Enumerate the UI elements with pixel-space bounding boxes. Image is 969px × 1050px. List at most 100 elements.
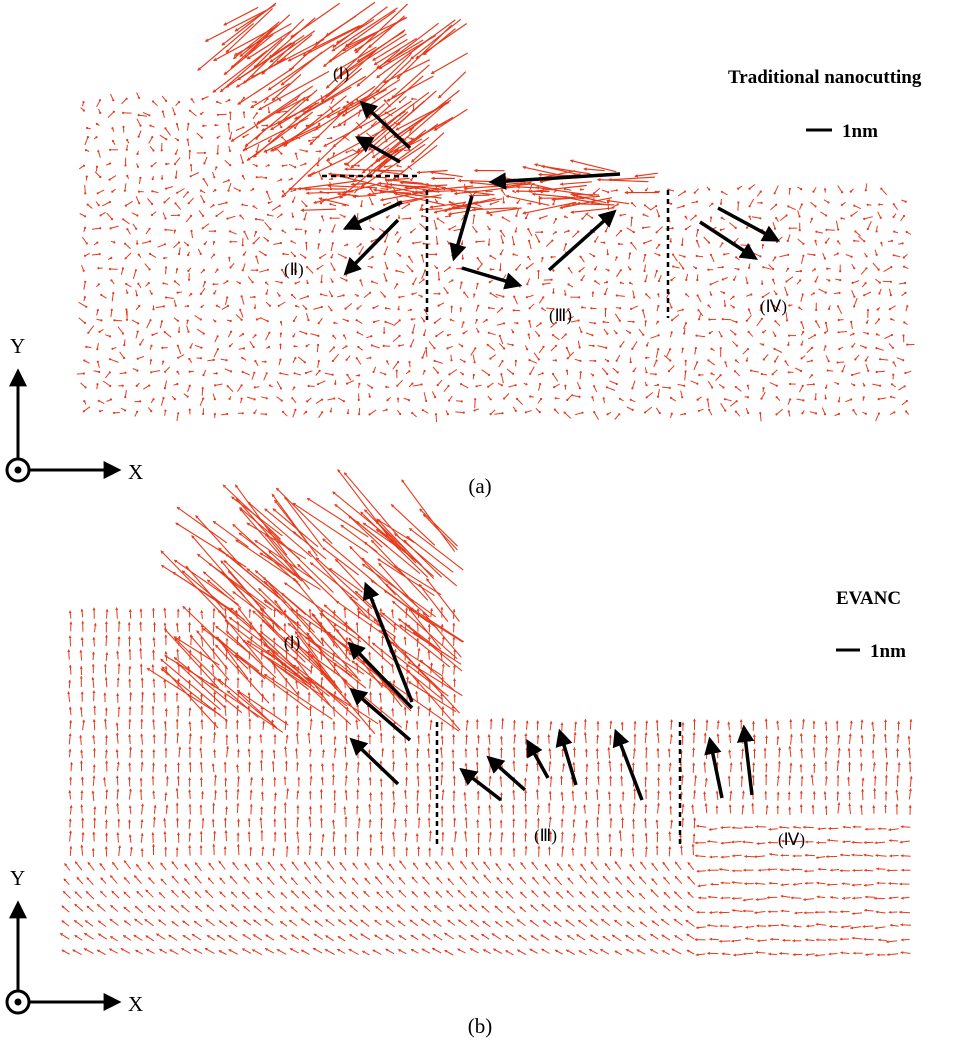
atom-vector [554,876,563,886]
atom-vector [516,398,523,405]
atom-vector [165,186,173,190]
atom-dot [684,370,687,373]
atom-vector [152,678,156,688]
atom-vector [191,933,202,941]
atom-vector [730,939,742,943]
atom-vector [596,177,649,183]
atom-vector [650,334,659,339]
atom-vector [784,286,788,295]
atom-vector [338,891,347,900]
atom-vector [284,746,288,758]
atom-dot [641,309,645,312]
atom-vector [496,307,503,314]
atom-dot [255,112,258,115]
atom-dot [841,370,844,373]
atom-vector [267,890,275,899]
atom-dot [229,266,232,269]
atom-vector [668,846,672,857]
atom-vector [352,862,359,870]
atom-dot [619,229,623,232]
atom-dot [836,240,840,243]
atom-vector [273,805,277,815]
atom-vector [768,827,778,831]
atom-dot [149,319,152,322]
atom-vector [526,294,534,298]
atom-dot [527,333,530,336]
atom-dot [893,411,896,414]
atom-dot [605,281,609,284]
atom-vector [520,861,527,870]
atom-dot [190,98,193,101]
atom-vector [401,217,411,220]
atom-dot [567,283,570,286]
atom-dot [709,283,712,286]
atom-vector [141,240,151,244]
atom-dot [290,293,294,296]
atom-vector [399,860,407,870]
atom-dot [203,242,206,246]
atom-dot [774,227,777,230]
atom-vector [296,816,300,828]
atom-dot [407,203,411,206]
atom-dot [551,239,554,242]
atom-dot [669,240,672,243]
atom-dot [606,253,609,256]
atom-dot [682,267,685,270]
atom-vector [614,313,621,321]
atom-dot [95,165,99,168]
atom-dot [139,176,142,179]
atom-dot [511,343,514,347]
atom-vector [872,733,876,745]
atom-vector [644,732,648,744]
atom-vector [566,934,575,941]
atom-dot [669,396,673,399]
atom-dot [253,306,256,309]
atom-vector [374,876,383,885]
atom-dot [136,410,139,413]
atom-vector [153,804,157,814]
atom-dot [254,230,258,234]
atom-dot [330,295,334,298]
atom-dot [567,267,570,270]
atom-dot [135,227,138,230]
atom-vector [69,719,73,730]
atom-dot [83,254,87,257]
atom-dot [319,150,322,153]
atom-vector [720,855,730,859]
atom-dot [645,189,648,192]
atom-vector [132,270,137,280]
atom-vector [538,297,544,304]
atom-dot [212,241,216,244]
atom-vector [213,830,217,842]
atom-vector [285,734,289,744]
atom-dot [905,399,908,403]
atom-dot [502,295,505,298]
atom-dot [345,279,348,282]
atom-vector [304,876,312,885]
atom-dot [329,203,332,206]
atom-vector [807,334,816,340]
atom-dot [630,216,634,219]
atom-dot [112,110,115,113]
atom-vector [92,718,96,731]
atom-dot [784,360,787,363]
atom-dot [370,344,373,347]
atom-dot [229,164,232,167]
atom-vector [68,610,72,619]
atom-vector [742,898,754,902]
atom-dot [370,280,374,283]
atom-vector [206,904,215,912]
atom-dot [579,188,583,191]
atom-vector [320,720,324,730]
atom-vector [630,217,633,227]
atom-vector [755,950,766,954]
atom-dot [734,333,737,336]
atom-dot [255,318,258,321]
atom-vector [472,354,476,363]
atom-vector [228,182,232,191]
atom-dot [241,244,244,247]
atom-vector [204,947,215,954]
atom-vector [175,622,179,633]
atom-dot [316,164,319,167]
atom-dot [421,215,424,218]
